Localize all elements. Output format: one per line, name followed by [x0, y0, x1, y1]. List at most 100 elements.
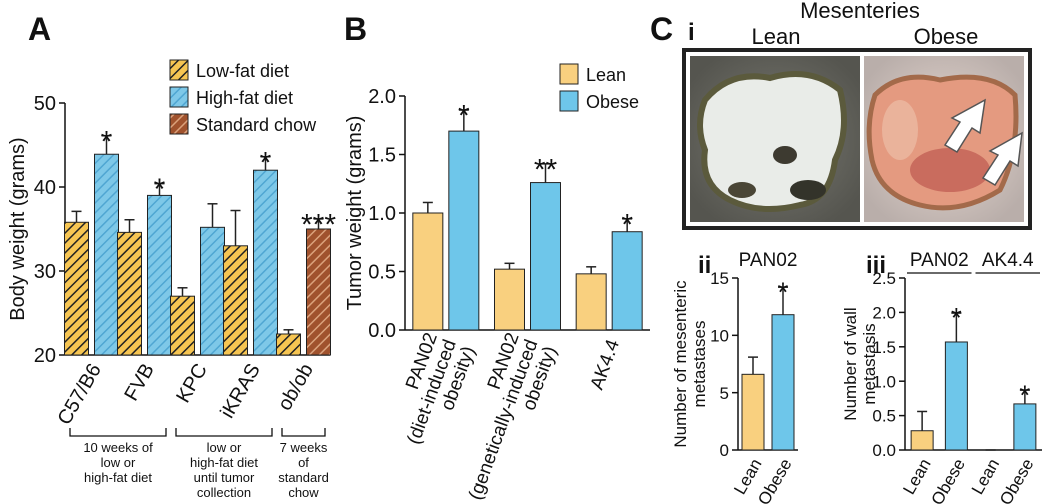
error-bar	[1019, 389, 1030, 404]
y-tick-label: 30	[34, 261, 56, 283]
photo-panel	[682, 48, 1032, 230]
group-bracket	[281, 428, 326, 437]
error-bar	[748, 356, 758, 375]
group-label: PAN02	[910, 250, 969, 271]
legend-swatch	[169, 59, 189, 81]
error-bar	[71, 210, 82, 223]
y-tick-label: 15	[710, 269, 729, 288]
panel-label: ii	[698, 252, 711, 279]
y-tick-label: 0.5	[872, 407, 896, 426]
group-bracket	[175, 428, 273, 437]
significance: *	[154, 173, 166, 206]
error-bar	[283, 329, 294, 334]
error-bar	[101, 135, 112, 155]
chart: iii Number of wallmetastasis 0.0 0.5 1.0 1.5 2…	[841, 250, 1042, 504]
y-axis-label-line: Number of wall	[841, 307, 860, 420]
legend-label: Obese	[586, 92, 639, 112]
x-tick-label: AK4.4	[587, 336, 625, 392]
bar	[306, 228, 331, 356]
y-tick-label: 1.5	[368, 145, 396, 167]
y-tick-label: 0.0	[872, 441, 896, 460]
error-bar	[778, 286, 788, 315]
panel-label: iii	[866, 252, 886, 279]
x-tick-label: Obese	[996, 455, 1038, 504]
bar	[94, 153, 119, 356]
error-bar	[422, 201, 433, 213]
y-axis-label-line: metastases	[690, 321, 709, 408]
significance: *	[101, 125, 113, 158]
significance: *	[260, 146, 272, 179]
group-label: high-fat diet	[84, 470, 152, 485]
bar	[276, 333, 301, 356]
chart: Tumor weight (grams)0.0 0.5 1.0 1.5 2.0 * PAN0…	[344, 63, 650, 503]
y-tick-label: 0.5	[368, 262, 396, 284]
bar	[117, 231, 142, 356]
x-tick-label-line: iKRAS	[216, 360, 265, 422]
bar	[611, 231, 643, 331]
bar	[448, 130, 480, 331]
group-label: high-fat diet	[190, 455, 258, 470]
bar	[530, 182, 561, 331]
x-tick-label-line: AK4.4	[587, 336, 625, 392]
panel-label: B	[344, 11, 367, 47]
bar	[200, 226, 225, 356]
y-tick-label: 10	[710, 326, 729, 345]
bar	[223, 245, 248, 356]
significance: ***	[301, 209, 336, 242]
group-label: AK4.4	[982, 250, 1034, 271]
y-tick-label: 1.0	[368, 203, 396, 225]
error-bar	[622, 218, 633, 232]
bar	[147, 194, 172, 356]
significance: *	[621, 208, 633, 241]
error-bar	[586, 266, 597, 274]
group-label: low or	[101, 455, 136, 470]
significance: **	[534, 153, 558, 186]
y-tick-label: 20	[34, 345, 56, 367]
y-tick-label: 0	[720, 441, 729, 460]
x-tick-label: Lean	[968, 455, 1003, 497]
bar	[771, 314, 795, 451]
chart: Body weight (grams) 20 30 40 50 * C57/B6 * FVB KP…	[7, 59, 336, 500]
group-label: chow	[288, 485, 319, 500]
error-bar	[917, 410, 928, 431]
photo-column: Obese	[914, 24, 979, 49]
error-bar	[260, 156, 271, 171]
y-axis-label: Tumor weight (grams)	[344, 116, 366, 311]
group-label: of	[298, 455, 309, 470]
y-axis-label: Number of mesentericmetastases	[671, 280, 709, 448]
significance: *	[951, 302, 962, 333]
x-tick-label: Obese	[927, 455, 969, 504]
x-tick-label: iKRAS	[216, 360, 265, 422]
y-axis-label: Body weight (grams)	[7, 137, 29, 320]
y-tick-label: 2.5	[872, 269, 896, 288]
bar	[494, 268, 525, 331]
bar	[575, 273, 607, 331]
y-axis-label: Number of wallmetastasis	[841, 307, 879, 420]
y-tick-label: 1.5	[872, 338, 896, 357]
legend-swatch	[169, 113, 189, 135]
significance: *	[1019, 379, 1030, 410]
error-bar	[540, 163, 551, 183]
bar	[412, 212, 444, 331]
x-tick-label: ob/ob	[274, 360, 318, 414]
error-bar	[951, 312, 962, 342]
bar	[944, 341, 968, 451]
legend-label: High-fat diet	[196, 88, 293, 108]
significance: *	[458, 100, 470, 133]
x-tick-label-line: Obese	[996, 455, 1038, 504]
significance: *	[778, 276, 789, 307]
y-tick-label: 5	[720, 384, 729, 403]
panel-label: C	[650, 11, 673, 47]
bar	[1013, 403, 1037, 451]
x-tick-label-line: Obese	[927, 455, 969, 504]
x-tick-label-line: ob/ob	[274, 360, 318, 414]
panel-label: A	[28, 11, 51, 47]
group-bracket	[69, 428, 167, 437]
y-tick-label: 40	[34, 177, 56, 199]
y-axis-label-line: Number of mesenteric	[671, 280, 690, 448]
legend-label: Lean	[586, 65, 626, 85]
y-tick-label: 2.0	[368, 86, 396, 108]
x-tick-label: Lean	[899, 455, 934, 497]
x-tick-label: PAN02(diet-inducedobesity)	[385, 330, 480, 454]
x-tick-label: C57/B6	[53, 360, 105, 429]
